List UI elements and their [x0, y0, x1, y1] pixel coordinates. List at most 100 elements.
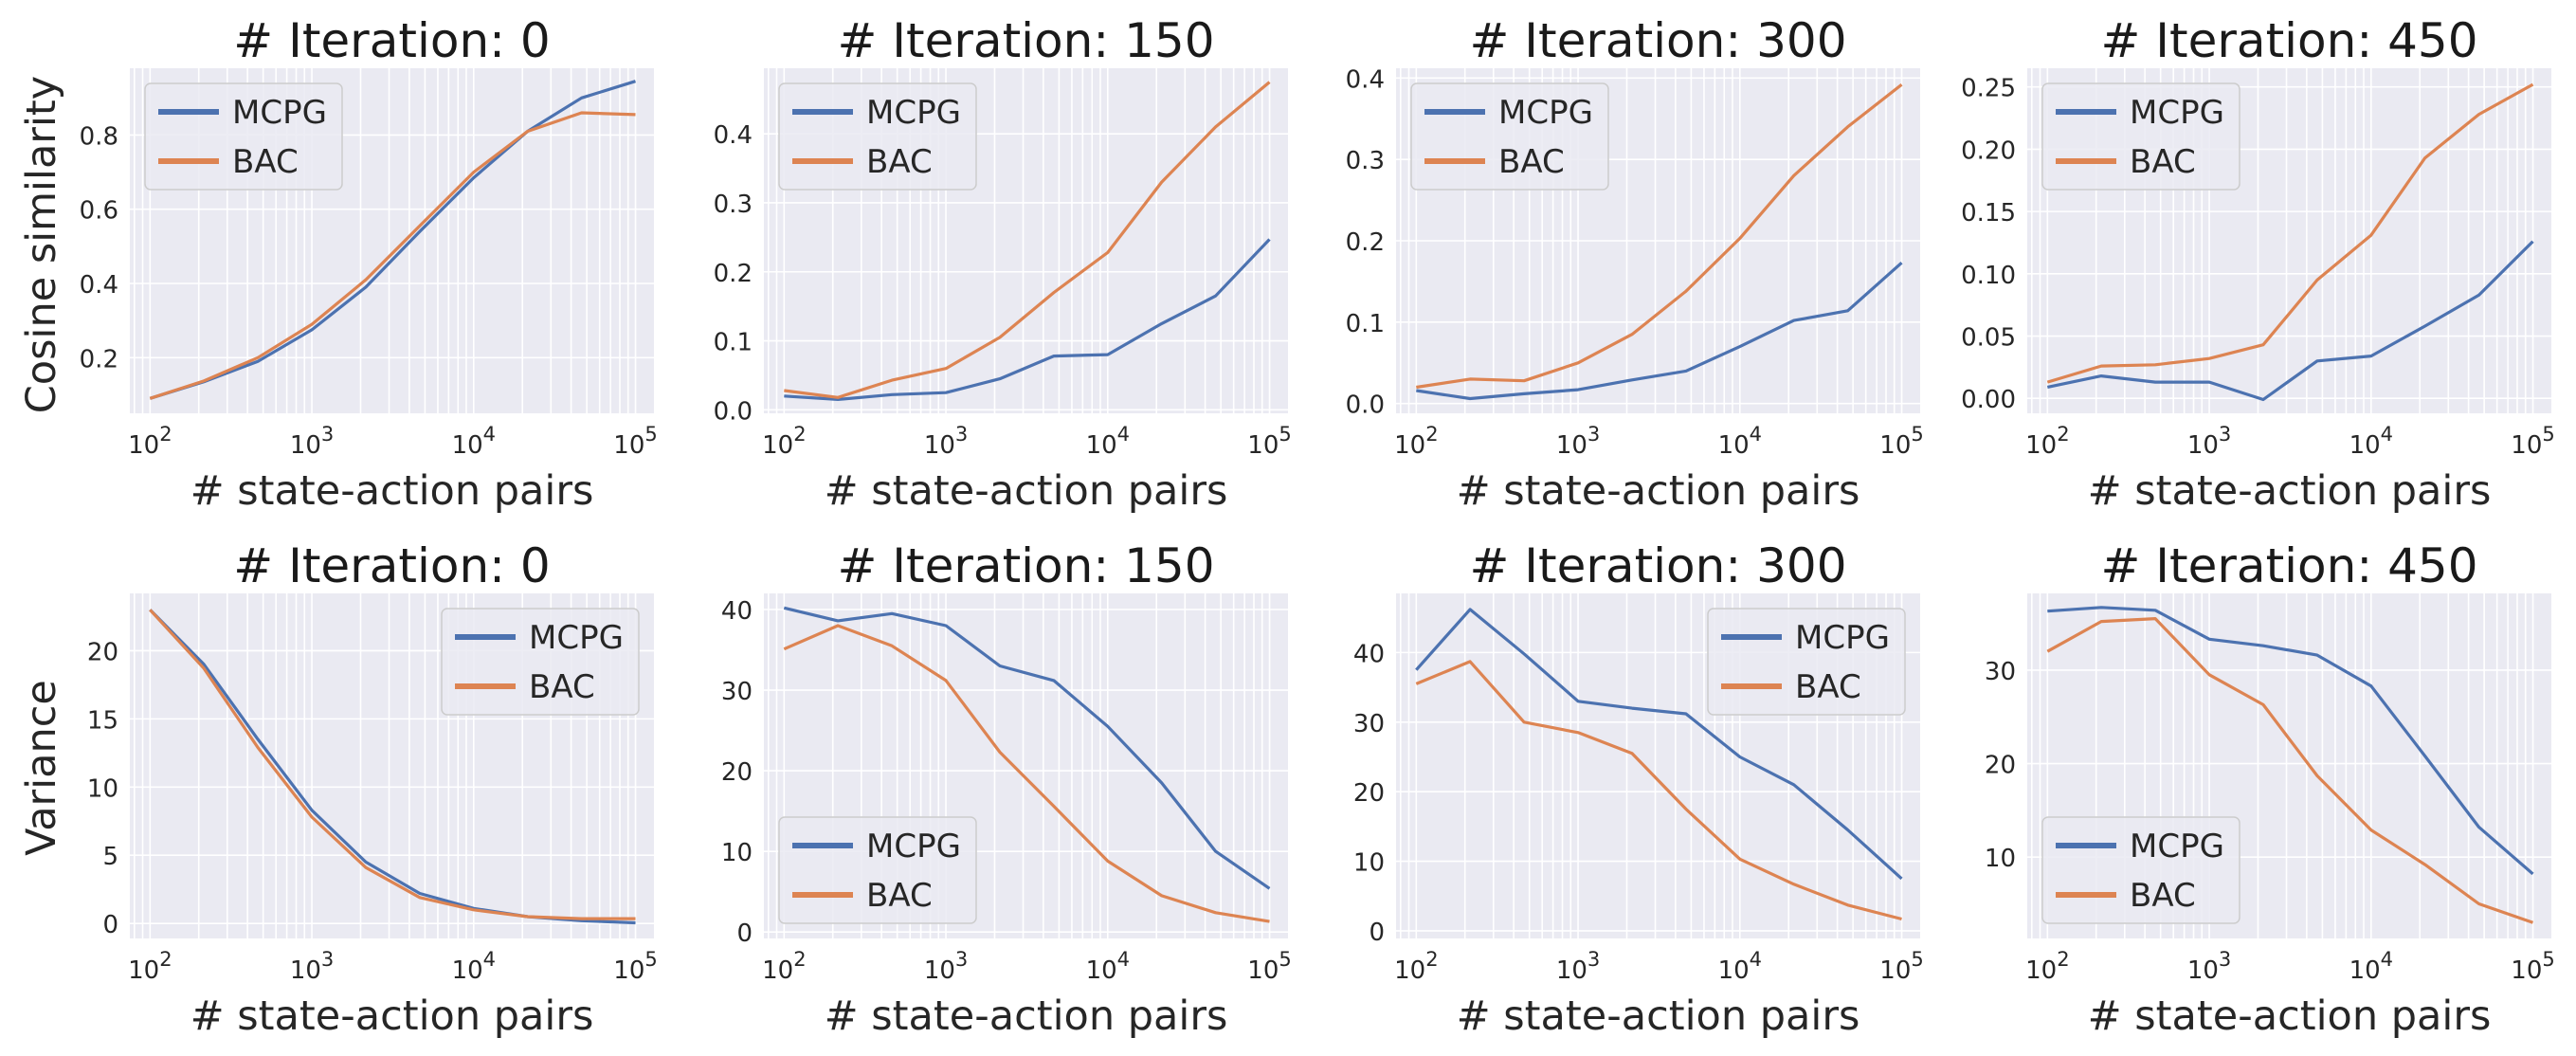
x-tick-label: 105 [1879, 423, 1923, 460]
series-line-mcpg [783, 606, 1271, 890]
y-tick-label: 0.3 [714, 191, 753, 219]
x-tick-label: 103 [1556, 948, 1600, 985]
x-axis-label: # state-action pairs [190, 992, 594, 1040]
y-tick-label: 0 [1369, 919, 1385, 947]
x-tick-label: 105 [1247, 948, 1291, 985]
legend-label-bac: BAC [1498, 143, 1565, 181]
x-axis-label: # state-action pairs [825, 992, 1228, 1040]
x-tick-label: 104 [452, 948, 496, 985]
legend: MCPG BAC [144, 82, 343, 191]
subplot-7: 102 103 104 105 0 10 20 30 40 # Iteration: 300 # s… [1353, 538, 1924, 1040]
subplot-title: # Iteration: 0 [233, 538, 550, 593]
x-tick-label: 104 [1718, 948, 1762, 985]
y-tick-label: 0.20 [1961, 137, 2016, 165]
legend: MCPG BAC [778, 82, 977, 191]
y-tick-label: 0.2 [714, 260, 753, 288]
legend-label-mcpg: MCPG [1795, 619, 1890, 657]
y-tick-label: 0.10 [1961, 262, 2016, 290]
x-tick-label: 102 [762, 423, 806, 460]
subplot-1: 102 103 104 105 0.2 0.4 0.6 0.8 # Iteration: 0 # … [80, 13, 658, 515]
legend-label-mcpg: MCPG [2130, 94, 2224, 132]
series-line-mcpg [2046, 240, 2534, 402]
x-tick-label: 102 [1394, 948, 1438, 985]
y-tick-label: 0.4 [714, 121, 753, 150]
x-tick-label: 102 [1394, 423, 1438, 460]
y-tick-label: 40 [1353, 640, 1385, 668]
y-tick-label: 20 [1353, 779, 1385, 808]
subplot-title: # Iteration: 300 [1469, 13, 1846, 68]
y-tick-label: 0.0 [1346, 391, 1385, 420]
y-tick-label: 0.6 [80, 197, 118, 226]
y-tick-label: 10 [87, 774, 118, 803]
row-label-bottom: Variance [18, 680, 65, 856]
y-tick-label: 0.1 [1346, 310, 1385, 338]
subplot-title: # Iteration: 450 [2100, 538, 2477, 593]
x-tick-label: 104 [2349, 948, 2393, 985]
legend: MCPG BAC [778, 816, 977, 924]
subplot-title: # Iteration: 450 [2100, 13, 2477, 68]
x-tick-label: 104 [1718, 423, 1762, 460]
y-tick-label: 30 [1353, 710, 1385, 738]
subplot-title: # Iteration: 300 [1469, 538, 1846, 593]
legend: MCPG BAC [441, 608, 640, 716]
series-line-bac [1416, 82, 1903, 390]
series-line-bac [1415, 660, 1902, 921]
y-tick-label: 40 [721, 597, 753, 626]
y-tick-label: 0.05 [1961, 324, 2016, 353]
x-tick-label: 104 [452, 423, 496, 460]
x-axis-label: # state-action pairs [1457, 992, 1860, 1040]
series-line-mcpg [1416, 262, 1903, 401]
y-tick-label: 0.00 [1961, 386, 2016, 414]
y-tick-label: 30 [1985, 658, 2016, 686]
y-tick-label: 20 [87, 638, 118, 666]
legend-label-bac: BAC [866, 143, 933, 181]
legend-label-mcpg: MCPG [529, 619, 624, 657]
x-tick-label: 102 [2025, 948, 2069, 985]
y-tick-label: 0.15 [1961, 199, 2016, 228]
y-tick-label: 20 [1985, 752, 2016, 780]
y-tick-label: 0.4 [1346, 65, 1385, 94]
subplot-3: 102 103 104 105 0.0 0.1 0.2 0.3 0.4 # Iteration: … [1346, 13, 1924, 515]
x-axis-label: # state-action pairs [2088, 467, 2492, 515]
series-line-mcpg [2047, 606, 2534, 876]
subplot-title: # Iteration: 0 [233, 13, 550, 68]
y-tick-label: 0.8 [80, 122, 118, 151]
x-tick-label: 102 [762, 948, 806, 985]
x-axis-label: # state-action pairs [825, 467, 1228, 515]
legend: MCPG BAC [1410, 82, 1609, 191]
y-tick-label: 0.2 [1346, 228, 1385, 257]
x-tick-label: 102 [128, 423, 172, 460]
subplot-2: 102 103 104 105 0.0 0.1 0.2 0.3 0.4 # Iteration: … [714, 13, 1292, 515]
x-tick-label: 105 [2511, 423, 2554, 460]
legend-label-mcpg: MCPG [1498, 94, 1593, 132]
x-tick-label: 104 [2349, 423, 2393, 460]
series-line-bac [783, 624, 1270, 923]
legend-label-mcpg: MCPG [232, 94, 327, 132]
legend-label-bac: BAC [232, 143, 299, 181]
subplot-title: # Iteration: 150 [837, 538, 1214, 593]
y-tick-label: 0 [736, 919, 753, 948]
y-tick-label: 5 [102, 843, 118, 871]
subplot-8: 102 103 104 105 10 20 30 # Iteration: 450 # stat… [1985, 538, 2555, 1040]
subplot-5: 102 103 104 105 0 5 10 15 20 # Iteration: 0 # stat… [87, 538, 658, 1040]
x-tick-label: 102 [128, 948, 172, 985]
x-tick-label: 103 [2187, 423, 2231, 460]
subplot-6: 102 103 104 105 0 10 20 30 40 # Iteration: 150 # s… [721, 538, 1292, 1040]
subplot-title: # Iteration: 150 [837, 13, 1214, 68]
x-axis-label: # state-action pairs [2088, 992, 2492, 1040]
series-line-mcpg [149, 80, 636, 400]
x-tick-label: 105 [2511, 948, 2554, 985]
y-tick-label: 0.0 [714, 397, 753, 426]
y-tick-label: 0.2 [80, 345, 118, 373]
y-tick-label: 10 [1985, 845, 2016, 873]
x-tick-label: 103 [924, 423, 968, 460]
y-tick-label: 10 [1353, 849, 1385, 878]
x-tick-label: 102 [2025, 423, 2069, 460]
x-tick-label: 105 [613, 948, 657, 985]
series-line-bac [149, 111, 636, 400]
x-tick-label: 103 [290, 423, 334, 460]
legend-label-mcpg: MCPG [866, 828, 961, 865]
series-line-mcpg [784, 238, 1271, 401]
legend-label-bac: BAC [529, 668, 595, 706]
x-axis-label: # state-action pairs [190, 467, 594, 515]
